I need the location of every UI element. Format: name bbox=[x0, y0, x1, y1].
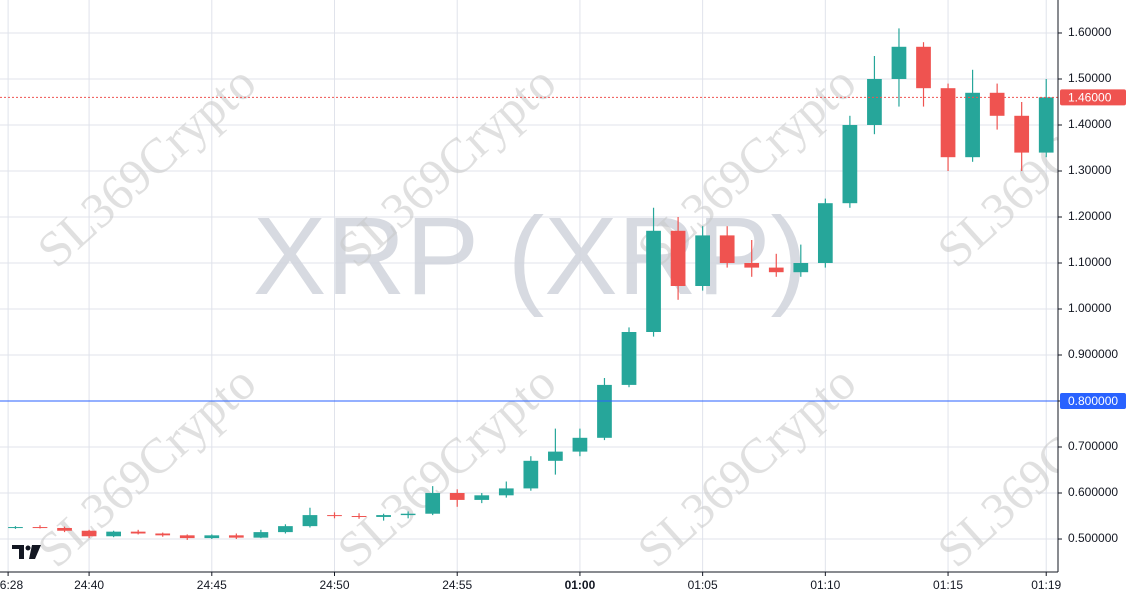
x-tick-label: 36:28 bbox=[0, 578, 23, 592]
x-tick-label: 01:00 bbox=[565, 578, 596, 592]
y-tick-label: 1.60000 bbox=[1068, 25, 1112, 39]
candle-body bbox=[351, 516, 367, 518]
y-tick-label: 1.30000 bbox=[1068, 163, 1112, 177]
signature-watermark: SL369Crypto bbox=[26, 54, 266, 278]
candle-body bbox=[155, 533, 171, 536]
candle-body bbox=[253, 532, 269, 538]
y-tick-label: 0.500000 bbox=[1068, 531, 1118, 545]
candle-body bbox=[523, 460, 539, 489]
axes: 0.500000 0.600000 0.700000 0.800000 0.900000… bbox=[0, 25, 1126, 592]
candle-body bbox=[278, 526, 293, 533]
logo-part bbox=[12, 545, 24, 559]
candle-body bbox=[302, 515, 318, 527]
y-tick-label: 1.00000 bbox=[1068, 301, 1112, 315]
tradingview-logo bbox=[12, 545, 41, 559]
candle-body bbox=[793, 262, 809, 273]
candle-body bbox=[621, 332, 637, 385]
candle-body bbox=[965, 92, 980, 158]
candle-body bbox=[179, 535, 195, 539]
y-tick-label: 1.10000 bbox=[1068, 255, 1112, 269]
candle-body bbox=[867, 78, 882, 125]
candle-body bbox=[57, 527, 72, 531]
logo-part bbox=[29, 545, 41, 559]
candle-body bbox=[646, 230, 661, 333]
y-tick-label: 1.20000 bbox=[1068, 209, 1112, 223]
candles bbox=[0, 28, 1058, 540]
grid-layer bbox=[0, 0, 1058, 572]
signature-watermark: SL369Crypto bbox=[26, 354, 266, 578]
candle-body bbox=[400, 513, 416, 516]
x-tick-label: 24:50 bbox=[319, 578, 349, 592]
candle-body bbox=[32, 527, 48, 529]
candle-body bbox=[891, 46, 907, 79]
candle-body bbox=[597, 384, 612, 438]
y-tick-label: 1.50000 bbox=[1068, 71, 1112, 85]
candle-body bbox=[695, 235, 710, 286]
candle-body bbox=[425, 493, 441, 514]
candle-body bbox=[817, 203, 833, 263]
candle-body bbox=[548, 451, 563, 461]
candle-body bbox=[719, 235, 735, 263]
candle-body bbox=[989, 92, 1005, 116]
candle-body bbox=[1038, 97, 1054, 153]
signature-watermark: SL369Crypto bbox=[626, 354, 866, 578]
x-tick-label: 01:10 bbox=[810, 578, 840, 592]
candle-body bbox=[744, 262, 760, 268]
candle-body bbox=[81, 530, 97, 537]
candle-body bbox=[842, 124, 858, 204]
x-tick-label: 24:40 bbox=[74, 578, 104, 592]
candle-body bbox=[1014, 115, 1030, 153]
y-tick-label: 0.600000 bbox=[1068, 485, 1118, 499]
candle-body bbox=[8, 527, 23, 529]
candle-body bbox=[474, 495, 490, 500]
price-tag-label: 1.46000 bbox=[1068, 91, 1112, 105]
price-tag bbox=[1060, 393, 1126, 410]
x-tick-label: 01:19 bbox=[1031, 578, 1061, 592]
candle-body bbox=[204, 535, 220, 539]
price-tag-label: 0.800000 bbox=[1068, 394, 1118, 408]
candle-body bbox=[327, 515, 342, 517]
candle-body bbox=[916, 46, 931, 89]
y-tick-label: 1.40000 bbox=[1068, 117, 1112, 131]
x-tick-label: 01:05 bbox=[688, 578, 718, 592]
candle-body bbox=[940, 88, 956, 158]
candle-body bbox=[449, 493, 465, 500]
candle-body bbox=[768, 267, 784, 273]
price-tag bbox=[1060, 89, 1126, 106]
watermark-layer: XRP (XRP) SL369Crypto SL369Crypto SL369Cry… bbox=[26, 54, 1058, 578]
candle-body bbox=[228, 535, 244, 538]
y-tick-label: 0.700000 bbox=[1068, 439, 1118, 453]
candle-body bbox=[670, 230, 686, 286]
x-tick-label: 24:55 bbox=[442, 578, 472, 592]
logo-part bbox=[25, 545, 31, 551]
watermark: XRP (XRP) bbox=[253, 195, 807, 318]
candle-body bbox=[376, 515, 391, 517]
y-tick-label: 0.900000 bbox=[1068, 347, 1118, 361]
x-tick-label: 01:15 bbox=[933, 578, 963, 592]
x-tick-label: 24:45 bbox=[197, 578, 227, 592]
candle-body bbox=[572, 437, 588, 452]
candle-body bbox=[106, 531, 121, 537]
candle-body bbox=[130, 531, 146, 534]
candle-body bbox=[498, 488, 514, 496]
